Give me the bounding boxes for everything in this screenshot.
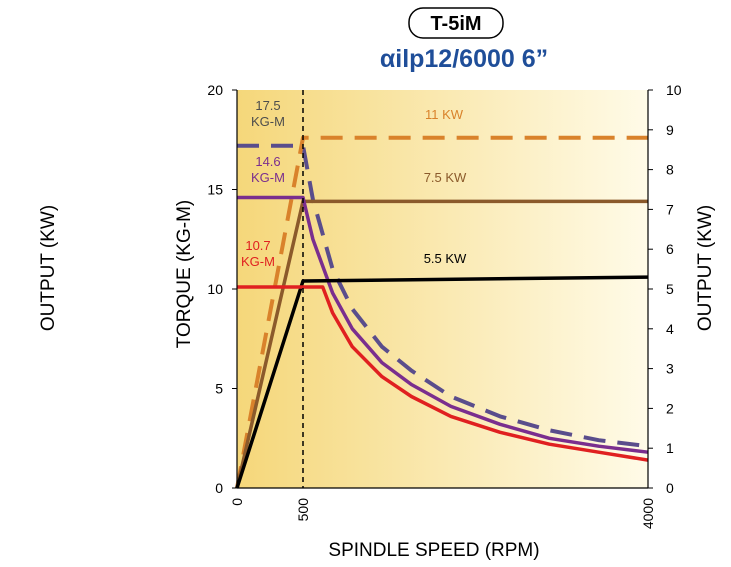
left-outer-label: OUTPUT (KW): [38, 205, 59, 331]
y2-axis-label: OUTPUT (KW): [695, 205, 716, 331]
annotation-ann-7-5kw: 7.5 KW: [424, 170, 467, 185]
y-tick-label: 15: [207, 182, 223, 198]
y2-tick-label: 10: [666, 82, 682, 98]
y-tick-label: 5: [215, 381, 223, 397]
y2-tick-label: 4: [666, 321, 674, 337]
y2-tick-label: 6: [666, 241, 674, 257]
annotation-ann-5-5kw: 5.5 KW: [424, 251, 467, 266]
annotation-ann-14-6: KG-M: [251, 170, 285, 185]
y2-tick-label: 5: [666, 281, 674, 297]
model-badge-frame: [408, 7, 504, 39]
y2-tick-label: 3: [666, 361, 674, 377]
annotation-ann-10-7: KG-M: [241, 254, 275, 269]
y-tick-label: 20: [207, 82, 223, 98]
annotation-ann-11kw: 11 KW: [425, 107, 464, 122]
y-axis-label: TORQUE (KG-M): [174, 200, 195, 348]
series-line-red: [237, 285, 649, 462]
model-badge: T-5iM: [430, 13, 481, 35]
y2-tick-label: 9: [666, 122, 674, 138]
x-tick-label: 0: [229, 498, 245, 506]
y2-tick-label: 8: [666, 162, 674, 178]
y2-tick-label: 7: [666, 201, 674, 217]
tick-layer: 0 5 10 15 20 0 1 2 3 4 5 6 7 8 9 10 0 500 4000: [207, 82, 681, 529]
annotation-ann-17-5: 17.5: [255, 98, 280, 113]
chart-title: αilp12/6000 6”: [380, 45, 548, 73]
y-tick-label: 10: [207, 281, 223, 297]
annotation-ann-17-5: KG-M: [251, 114, 285, 129]
annotation-ann-14-6: 14.6: [255, 154, 280, 169]
x-axis-label: SPINDLE SPEED (RPM): [328, 540, 539, 561]
y2-tick-label: 2: [666, 400, 674, 416]
y-tick-label: 0: [215, 480, 223, 496]
x-tick-label: 4000: [640, 498, 656, 529]
annotation-ann-10-7: 10.7: [245, 238, 270, 253]
y2-tick-label: 0: [666, 480, 674, 496]
y2-tick-label: 1: [666, 440, 674, 456]
x-tick-label: 500: [295, 498, 311, 522]
series-line-purple: [237, 195, 649, 454]
annotation-layer: 17.5KG-M14.6KG-M10.7KG-M11 KW7.5 KW5.5 K…: [241, 98, 467, 269]
series-line-purple-dashed: [237, 143, 649, 449]
